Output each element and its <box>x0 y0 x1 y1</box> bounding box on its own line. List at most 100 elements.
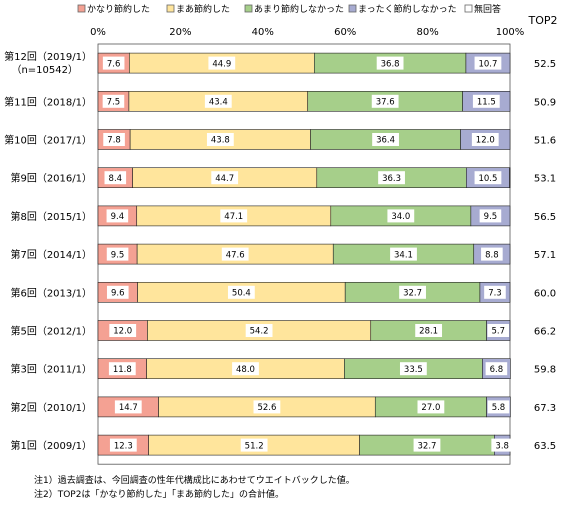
data-label-bg <box>206 133 234 146</box>
data-label: 36.8 <box>381 59 400 69</box>
data-label: 12.0 <box>113 327 132 337</box>
data-label-bg <box>485 362 508 376</box>
data-label-bg <box>104 171 127 185</box>
data-label-bg <box>415 324 443 337</box>
row-label: 第5回（2012/1） <box>10 325 92 338</box>
legend-swatch-2 <box>244 4 253 13</box>
data-label-bg <box>102 56 125 70</box>
data-label: 44.9 <box>212 59 231 69</box>
footnotes: 注1）過去調査は、今回調査の性年代構成比にあわせてウエイトバックした値。 注2）… <box>34 474 355 502</box>
top2-value: 56.5 <box>534 212 556 223</box>
data-label-bg <box>221 247 249 261</box>
row-label: 第10回（2017/1） <box>4 134 92 147</box>
top2-value: 51.6 <box>534 136 556 147</box>
data-label-bg <box>108 362 136 376</box>
x-tick-label: 20% <box>169 27 191 38</box>
data-label: 27.0 <box>421 403 440 413</box>
data-label: 11.5 <box>477 98 496 108</box>
top2-value: 50.9 <box>534 97 556 108</box>
data-label-bg <box>413 438 441 452</box>
data-label-bg <box>240 438 268 452</box>
x-tick-label: 40% <box>252 27 274 38</box>
data-label-bg <box>227 285 255 299</box>
data-label-bg <box>390 247 417 261</box>
data-label: 7.6 <box>107 59 121 69</box>
row-label: 第8回（2015/1） <box>10 210 92 223</box>
data-label-bg <box>102 94 125 108</box>
data-label: 32.7 <box>403 289 422 299</box>
data-label-bg <box>371 94 399 108</box>
data-label-bg <box>372 133 399 146</box>
data-label: 6.8 <box>490 365 504 375</box>
legend-label-4: 無回答 <box>474 3 501 15</box>
top2-value: 53.1 <box>534 174 556 185</box>
data-label: 7.8 <box>107 136 121 146</box>
row-label: 第2回（2010/1） <box>10 401 92 414</box>
legend-swatch-3 <box>348 4 357 13</box>
top2-header: TOP2 <box>527 14 557 27</box>
data-label: 32.7 <box>418 441 437 451</box>
data-label-bg <box>232 362 259 376</box>
data-label-bg <box>220 209 248 223</box>
data-label: 47.6 <box>226 250 245 260</box>
legend-label-0: かなり節約した <box>87 3 150 15</box>
data-label: 9.6 <box>111 289 125 299</box>
top2-value: 59.8 <box>534 365 556 376</box>
data-label: 33.5 <box>404 365 423 375</box>
data-label: 9.4 <box>111 212 125 222</box>
data-label: 28.1 <box>419 327 438 337</box>
data-label-bg <box>378 171 405 185</box>
row-label: 第6回（2013/1） <box>10 286 92 299</box>
data-label-bg <box>109 438 137 452</box>
data-label: 52.6 <box>257 403 276 413</box>
top2-value: 63.5 <box>534 441 556 452</box>
data-label: 8.4 <box>109 174 123 184</box>
data-label: 11.8 <box>113 365 132 375</box>
data-label-bg <box>253 400 281 414</box>
data-label: 3.8 <box>495 441 509 451</box>
data-label: 51.2 <box>245 441 264 451</box>
data-label: 37.6 <box>376 98 395 108</box>
data-label-bg <box>106 285 129 299</box>
row-label: 第12回（2019/1） <box>4 50 92 63</box>
row-label: 第1回（2009/1） <box>10 439 92 452</box>
data-label-bg <box>114 400 142 414</box>
data-label: 9.5 <box>111 250 125 260</box>
data-label-bg <box>491 438 513 452</box>
row-label: 第3回（2011/1） <box>10 363 92 376</box>
data-label: 34.0 <box>391 212 410 222</box>
data-label: 34.1 <box>394 250 413 260</box>
legend-label-1: まあ節約した <box>176 3 230 15</box>
data-label: 10.5 <box>478 174 497 184</box>
data-label: 12.3 <box>114 441 133 451</box>
legend-swatch-4 <box>464 4 473 13</box>
data-label: 47.1 <box>224 212 243 222</box>
footnote-1: 注1）過去調査は、今回調査の性年代構成比にあわせてウエイトバックした値。 <box>34 476 355 486</box>
data-label-bg <box>211 171 239 185</box>
top2-value: 60.0 <box>534 288 556 299</box>
data-label: 48.0 <box>236 365 255 375</box>
legend-swatch-1 <box>166 4 175 13</box>
top2-value: 66.2 <box>534 327 556 338</box>
data-label-bg <box>399 285 426 299</box>
top2-value: 57.1 <box>534 250 556 261</box>
data-label: 36.3 <box>382 174 401 184</box>
top2-value: 52.5 <box>534 59 556 70</box>
data-label: 8.8 <box>485 250 499 260</box>
data-label-bg <box>472 94 500 108</box>
data-label-bg <box>245 324 273 337</box>
data-label: 43.4 <box>209 98 228 108</box>
data-label: 10.7 <box>478 59 497 69</box>
data-label: 54.2 <box>250 327 269 337</box>
legend-label-2: あまり節約しなかった <box>254 3 344 15</box>
data-label: 36.4 <box>376 136 395 146</box>
data-label-bg <box>471 133 499 146</box>
data-label-bg <box>109 324 137 337</box>
data-label-bg <box>487 324 510 337</box>
data-label-bg <box>481 247 503 261</box>
data-label: 7.3 <box>488 289 502 299</box>
data-label: 44.7 <box>215 174 234 184</box>
legend-swatch-0 <box>77 4 86 13</box>
data-label-bg <box>479 209 502 223</box>
